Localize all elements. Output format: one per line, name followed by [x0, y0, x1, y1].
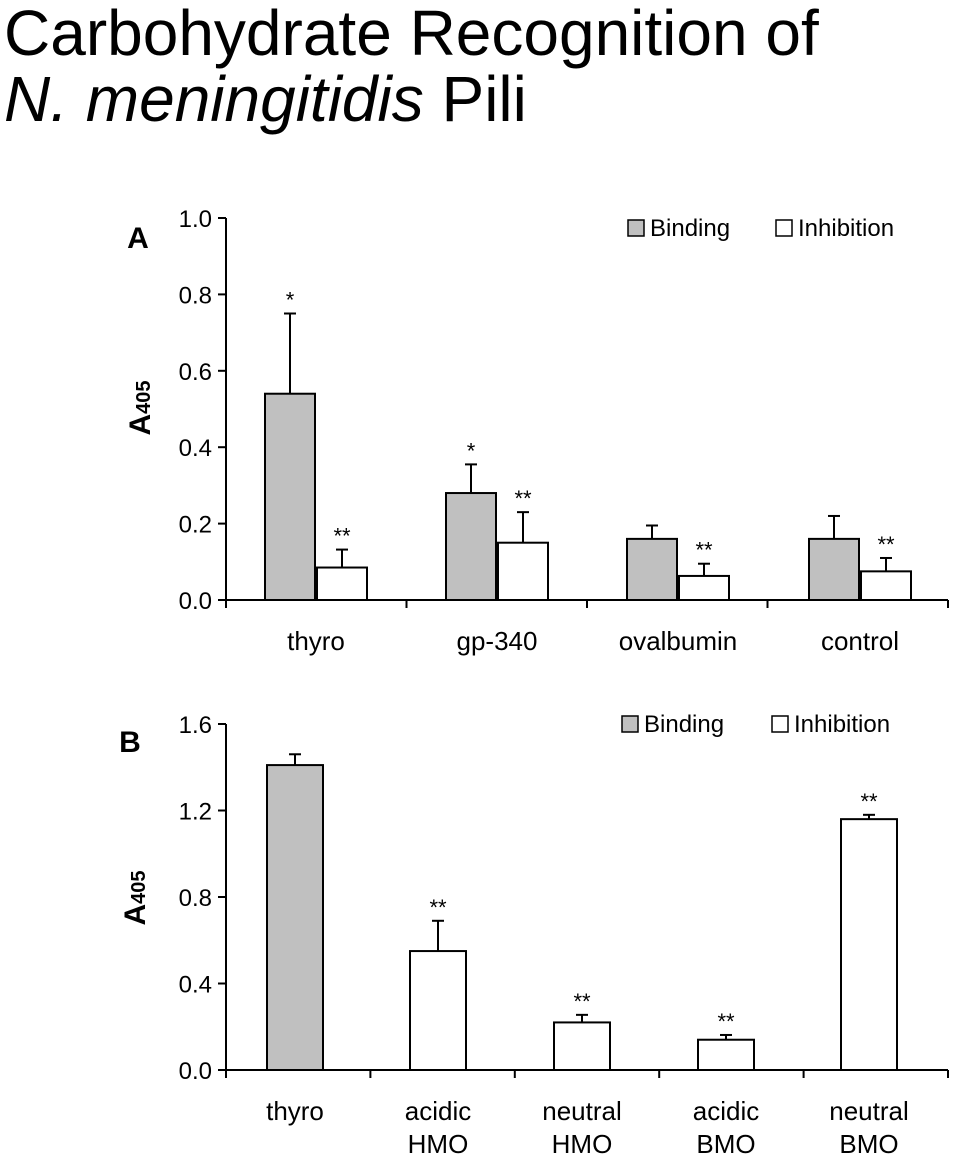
y-tick-label: 0.8	[179, 282, 212, 309]
y-tick-label: 0.6	[179, 359, 212, 386]
legend-swatch	[627, 219, 645, 237]
y-tick-label: 0.8	[179, 885, 212, 912]
bar	[497, 541, 549, 602]
bar	[553, 1021, 611, 1071]
chart-panel-b: B A405 0.0 0.4 0.8 1.2 1.6 Binding Inhibition thy…	[119, 711, 949, 1159]
bar	[678, 574, 730, 602]
title-line-2: N. meningitidis Pili	[4, 66, 954, 132]
title-pili: Pili	[441, 63, 527, 135]
significance-mark: **	[573, 989, 591, 1014]
y-tick-label: 0.2	[179, 512, 212, 539]
bar	[626, 537, 678, 602]
category-label: thyro	[266, 1096, 324, 1126]
y-tick-label: 0.4	[179, 435, 212, 462]
y-axis-label-subscript: 405	[128, 870, 150, 903]
category-label: BMO	[696, 1129, 755, 1159]
title-species: N. meningitidis	[4, 63, 424, 135]
category-label: HMO	[408, 1129, 469, 1159]
bar	[264, 392, 316, 601]
panel-label: B	[119, 726, 141, 759]
y-tick-label: 0.0	[179, 1058, 212, 1085]
category-label: BMO	[839, 1129, 898, 1159]
significance-mark: **	[717, 1009, 735, 1034]
category-label: thyro	[287, 626, 345, 656]
legend-swatch	[771, 715, 789, 733]
y-axis-label-main: A	[119, 904, 152, 926]
significance-mark: **	[877, 532, 895, 557]
category-label: gp-340	[457, 626, 538, 656]
significance-mark: **	[695, 538, 713, 563]
significance-mark: *	[467, 438, 476, 463]
category-label: acidic	[693, 1096, 759, 1126]
panel-label: A	[127, 222, 149, 255]
category-label: control	[821, 626, 899, 656]
bar	[840, 818, 898, 1072]
legend-label: Binding	[644, 711, 724, 738]
title-line-1: Carbohydrate Recognition of	[4, 0, 819, 69]
category-label: ovalbumin	[619, 626, 738, 656]
bar	[445, 492, 497, 602]
bar	[409, 950, 467, 1071]
y-axis-label-main: A	[124, 414, 157, 436]
legend-label: Inhibition	[798, 215, 894, 242]
bar	[697, 1038, 755, 1071]
legend-label: Binding	[650, 215, 730, 242]
category-label: HMO	[552, 1129, 613, 1159]
page-title: Carbohydrate Recognition of N. meningiti…	[4, 0, 954, 132]
category-label: neutral	[829, 1096, 909, 1126]
bar	[860, 570, 912, 601]
significance-mark: *	[286, 288, 295, 313]
bar	[266, 764, 324, 1072]
bar	[808, 537, 860, 602]
legend-swatch	[775, 219, 793, 237]
significance-mark: **	[514, 486, 532, 511]
y-tick-label: 0.4	[179, 972, 212, 999]
y-axis-label-subscript: 405	[133, 380, 155, 413]
y-tick-label: 1.2	[179, 799, 212, 826]
y-tick-label: 0.0	[179, 588, 212, 615]
significance-mark: **	[333, 524, 351, 549]
bar	[316, 566, 368, 602]
category-label: neutral	[542, 1096, 622, 1126]
significance-mark: **	[429, 895, 447, 920]
y-axis-label: A405	[119, 870, 152, 925]
category-label: acidic	[405, 1096, 471, 1126]
y-tick-label: 1.6	[179, 712, 212, 739]
legend-swatch	[621, 715, 639, 733]
legend-label: Inhibition	[794, 711, 890, 738]
y-tick-label: 1.0	[179, 206, 212, 233]
y-axis-label: A405	[124, 380, 157, 435]
significance-mark: **	[860, 789, 878, 814]
